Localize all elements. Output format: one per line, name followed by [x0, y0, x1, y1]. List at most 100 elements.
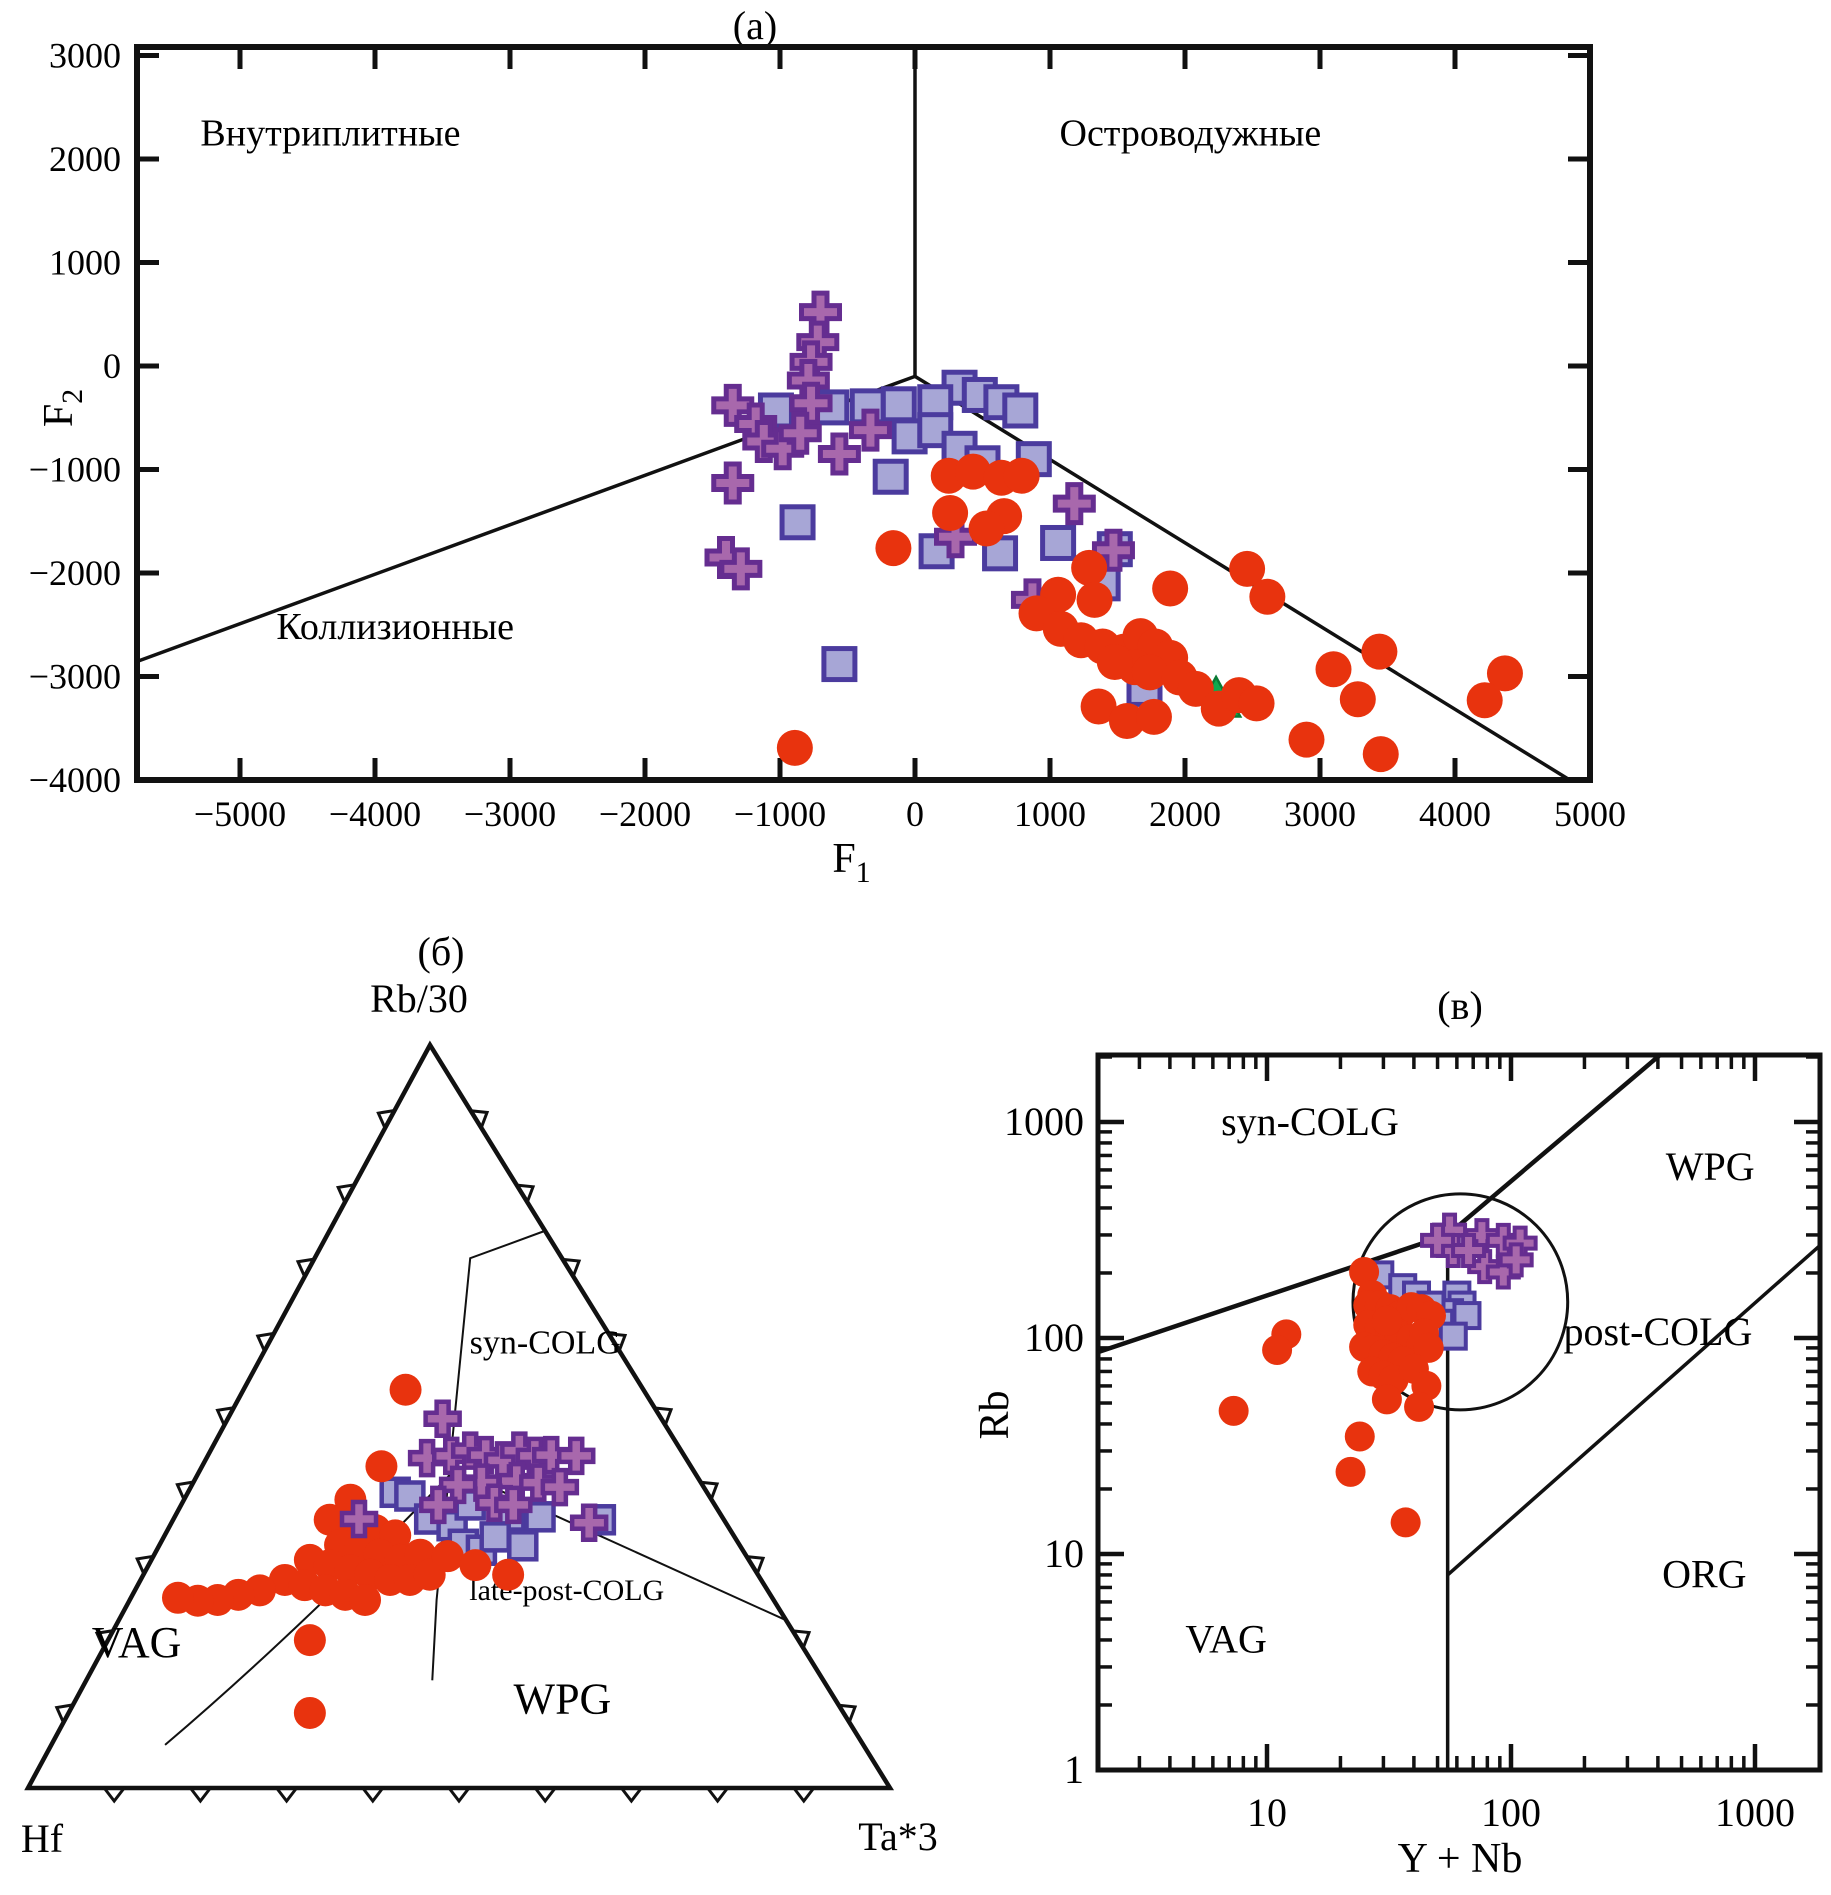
data-point-red-circle [1262, 1334, 1293, 1365]
data-point-red-circle [1362, 736, 1399, 773]
data-point-lilac-square [982, 535, 1019, 572]
data-point-purple-cross [494, 1485, 533, 1525]
data-point-purple-cross [799, 290, 843, 334]
data-point-red-circle [1131, 654, 1168, 691]
data-point-red-circle [1096, 644, 1133, 681]
data-point-red-circle [1339, 681, 1376, 718]
data-point-lilac-square [880, 386, 917, 423]
data-point-purple-cross [540, 1467, 580, 1507]
region-label: Коллизионные [276, 606, 514, 648]
data-point-red-circle [1371, 1305, 1402, 1336]
data-point-purple-cross [848, 408, 892, 452]
y-tick-label: 0 [103, 346, 121, 386]
x-tick-label: 0 [906, 794, 924, 834]
data-point-lilac-square [507, 1530, 539, 1562]
data-point-red-circle [1218, 1395, 1249, 1426]
panel-c: 10 100 1000 1 10 100 1000 Y + Nb Rb syn-COLG WPG po… [972, 1052, 1823, 1882]
data-point-red-circle [968, 510, 1005, 547]
data-point-lilac-square [1040, 524, 1077, 561]
field-boundary [1446, 1053, 1662, 1237]
x-axis-title: Y + Nb [1398, 1836, 1523, 1882]
ternary-tick [561, 1257, 582, 1278]
ternary-tick [469, 1109, 490, 1130]
data-point-purple-cross [1498, 1242, 1534, 1278]
data-point-lilac-square [779, 504, 816, 541]
ternary-tick [791, 1629, 812, 1650]
data-point-purple-cross [569, 1503, 609, 1542]
data-point-red-circle [1238, 685, 1275, 722]
region-label: ORG [1662, 1551, 1746, 1596]
data-point-red-circle [1390, 1507, 1421, 1538]
data-point-purple-cross [817, 432, 861, 476]
data-point-lilac-square [821, 646, 858, 683]
ternary-tick [175, 1480, 196, 1502]
y-tick-label: −1000 [29, 449, 121, 489]
data-point-red-circle [293, 1624, 326, 1657]
data-point-lilac-square [872, 458, 909, 495]
data-point-red-circle [1371, 1384, 1402, 1415]
data-point-purple-cross [1052, 482, 1096, 526]
data-point-purple-cross [934, 515, 978, 559]
data-point-red-circle [1344, 1421, 1375, 1452]
region-label: Внутриплитные [200, 113, 460, 155]
data-point-red-circle [1404, 1391, 1435, 1422]
ternary-tick [135, 1554, 155, 1576]
data-point-red-circle [776, 729, 813, 766]
y-tick-label: 3000 [49, 35, 121, 75]
data-point-red-circle [431, 1540, 464, 1573]
data-point-lilac-square [1438, 1321, 1468, 1351]
data-point-red-circle [1315, 651, 1352, 688]
data-point-red-circle [459, 1549, 492, 1582]
x-tick-label: 1000 [1014, 794, 1086, 834]
ternary-tick [275, 1786, 299, 1804]
data-point-purple-cross [519, 1463, 558, 1502]
data-point-red-circle [1229, 550, 1266, 587]
data-point-red-circle [1486, 655, 1523, 692]
ternary-tick [607, 1332, 628, 1353]
data-point-lilac-square [1002, 392, 1039, 429]
data-point-purple-cross [719, 547, 763, 591]
ternary-tick [792, 1786, 816, 1804]
ternary-tick [255, 1331, 276, 1353]
data-point-purple-cross [778, 411, 822, 455]
x-tick-label: 3000 [1284, 794, 1356, 834]
data-point-purple-cross [438, 1465, 478, 1505]
data-point-red-circle [293, 1696, 326, 1729]
left-vertex-label: Hf [21, 1816, 64, 1861]
data-point-red-circle [1288, 721, 1325, 758]
data-point-red-circle [389, 1373, 422, 1406]
field-boundary [1097, 1232, 1449, 1355]
data-point-red-circle [1249, 578, 1286, 615]
data-point-red-circle [365, 1450, 398, 1483]
y-tick-label: 1000 [49, 242, 121, 282]
ternary-tick [533, 1786, 557, 1804]
data-point-purple-cross [556, 1436, 596, 1476]
y-tick-label: 10 [1044, 1531, 1084, 1576]
right-vertex-label: Ta*3 [858, 1814, 937, 1859]
data-point-red-circle [1108, 703, 1145, 740]
data-point-purple-cross [339, 1499, 379, 1539]
ternary-tick [295, 1257, 316, 1279]
data-point-red-circle [955, 453, 992, 490]
x-tick-label: 4000 [1419, 794, 1491, 834]
data-point-purple-cross [789, 381, 833, 425]
data-point-red-circle [875, 530, 912, 567]
y-tick-label: 2000 [49, 139, 121, 179]
panel-c-title: (в) [1437, 983, 1483, 1028]
x-tick-label: 1000 [1715, 1790, 1795, 1835]
ternary-tick [94, 1629, 115, 1650]
ternary-tick [361, 1786, 385, 1804]
field-boundary [1446, 1244, 1822, 1577]
x-tick-label: −2000 [599, 794, 691, 834]
data-point-red-circle [1335, 1456, 1366, 1487]
x-tick-label: 5000 [1554, 794, 1626, 834]
y-tick-label: 1000 [1004, 1099, 1084, 1144]
panel-a: −5000 −4000 −3000 −2000 −1000 0 1000 2000 3000 40… [29, 35, 1626, 889]
ternary-tick [653, 1406, 674, 1427]
field-boundary [431, 1229, 546, 1681]
data-point-red-circle [1135, 698, 1172, 735]
ternary-tick [215, 1406, 236, 1427]
